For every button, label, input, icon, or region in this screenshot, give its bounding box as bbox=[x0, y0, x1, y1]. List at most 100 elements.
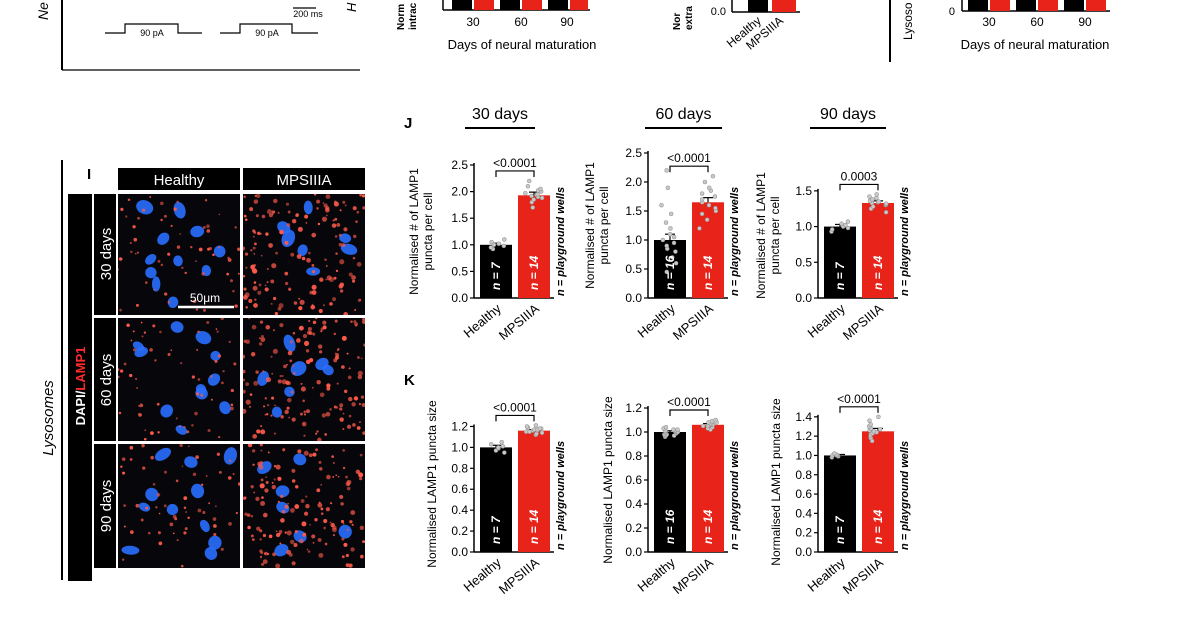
lamp1-punctum bbox=[358, 402, 362, 406]
lamp1-punctum bbox=[359, 477, 363, 481]
data-point bbox=[710, 173, 716, 179]
lamp1-punctum bbox=[303, 413, 307, 416]
lamp1-punctum bbox=[295, 485, 299, 489]
lamp1-punctum bbox=[212, 517, 217, 521]
data-point bbox=[704, 217, 710, 222]
top-chart3-tick: 90 bbox=[1078, 15, 1092, 29]
lamp1-punctum bbox=[218, 436, 221, 439]
nucleus bbox=[121, 545, 140, 555]
lamp1-punctum bbox=[261, 562, 265, 566]
nucleus bbox=[151, 276, 161, 292]
lamp1-punctum bbox=[352, 423, 356, 427]
y-tick-label: 0.0 bbox=[625, 545, 642, 559]
nucleus bbox=[219, 401, 231, 415]
y-axis-label: Normalised # of LAMP1 bbox=[754, 172, 768, 299]
lamp1-punctum bbox=[257, 290, 262, 295]
lamp1-punctum bbox=[321, 216, 328, 222]
lamp1-punctum bbox=[253, 303, 258, 308]
lamp1-punctum bbox=[316, 379, 321, 385]
lamp1-punctum bbox=[298, 297, 301, 300]
lamp1-punctum bbox=[304, 214, 309, 219]
lamp1-punctum bbox=[291, 219, 297, 224]
lamp1-punctum bbox=[123, 362, 127, 366]
data-point bbox=[845, 225, 851, 231]
lamp1-punctum bbox=[266, 281, 269, 284]
y-tick-label: 1.0 bbox=[625, 425, 642, 439]
lamp1-punctum bbox=[326, 383, 331, 388]
lamp1-punctum bbox=[310, 304, 316, 310]
data-point bbox=[839, 221, 844, 226]
lamp1-punctum bbox=[122, 471, 126, 475]
lamp1-punctum bbox=[260, 449, 263, 452]
p-value: 0.0003 bbox=[841, 169, 878, 183]
lamp1-punctum bbox=[359, 453, 363, 457]
lamp1-punctum bbox=[342, 522, 345, 525]
lamp1-punctum bbox=[325, 278, 327, 281]
lamp1-punctum bbox=[149, 195, 152, 198]
lamp1-punctum bbox=[255, 496, 260, 501]
lamp1-punctum bbox=[261, 496, 264, 499]
micrograph-mpsiiia-1 bbox=[243, 194, 365, 315]
lamp1-punctum bbox=[234, 226, 237, 229]
data-point bbox=[671, 427, 676, 432]
data-point bbox=[876, 199, 882, 204]
y-tick-label: 0.4 bbox=[795, 506, 812, 520]
lamp1-punctum bbox=[260, 478, 264, 482]
lamp1-punctum bbox=[362, 540, 365, 544]
top-chart3-bar bbox=[1038, 0, 1058, 11]
data-point bbox=[874, 192, 879, 197]
lamp1-punctum bbox=[216, 330, 219, 333]
y-tick-label: 1.0 bbox=[451, 238, 468, 252]
lamp1-punctum bbox=[252, 285, 258, 291]
lamp1-punctum bbox=[351, 402, 356, 407]
lamp1-punctum bbox=[328, 276, 335, 282]
current-label-2: 90 pA bbox=[255, 28, 279, 38]
lamp1-punctum bbox=[163, 504, 167, 508]
lamp1-punctum bbox=[253, 231, 257, 234]
data-point bbox=[877, 427, 883, 432]
lamp1-punctum bbox=[264, 413, 267, 416]
n-label: n = 14 bbox=[871, 255, 885, 290]
lamp1-punctum bbox=[314, 518, 318, 522]
lamp1-punctum bbox=[343, 389, 348, 394]
lamp1-punctum bbox=[340, 502, 344, 506]
lamp1-punctum bbox=[260, 337, 266, 342]
lamp1-punctum bbox=[335, 474, 338, 477]
top-chart1-bar bbox=[548, 0, 568, 10]
lamp1-punctum bbox=[230, 388, 234, 393]
nucleus bbox=[283, 334, 296, 352]
lamp1-punctum bbox=[256, 526, 261, 531]
lamp1-punctum bbox=[359, 194, 363, 197]
col-header-healthy-label: Healthy bbox=[154, 172, 205, 189]
lamp1-punctum bbox=[209, 375, 213, 378]
lamp1-punctum bbox=[270, 302, 273, 305]
data-point bbox=[496, 445, 501, 450]
significance-bracket bbox=[839, 183, 879, 191]
data-point bbox=[664, 269, 670, 275]
n-note: n = playground wells bbox=[899, 441, 911, 550]
y-tick-label: 0.5 bbox=[625, 262, 642, 276]
lamp1-punctum bbox=[303, 410, 307, 414]
lamp1-punctum bbox=[178, 425, 182, 428]
lamp1-punctum bbox=[289, 340, 293, 344]
lamp1-punctum bbox=[334, 355, 339, 360]
lamp1-punctum bbox=[303, 340, 310, 346]
lamp1-punctum bbox=[160, 201, 164, 206]
data-point bbox=[502, 450, 507, 455]
lamp1-punctum bbox=[254, 242, 257, 246]
lamp1-punctum bbox=[315, 432, 318, 435]
lamp1-punctum bbox=[275, 464, 281, 470]
lamp1-punctum bbox=[323, 526, 327, 530]
y-tick-label: 2.5 bbox=[451, 158, 468, 172]
lamp1-punctum bbox=[272, 552, 276, 557]
lamp1-punctum bbox=[250, 534, 254, 538]
lamp1-punctum bbox=[305, 495, 308, 498]
lamp1-punctum bbox=[249, 207, 254, 212]
lamp1-punctum bbox=[267, 451, 270, 454]
lamp1-punctum bbox=[320, 330, 323, 333]
y-tick-label: 1.0 bbox=[625, 233, 642, 247]
lamp1-punctum bbox=[322, 325, 327, 330]
top-chart1-bar bbox=[474, 0, 494, 10]
top-chart3-ylabel: Lysoso bbox=[901, 2, 915, 40]
row-label-60: 60 days bbox=[98, 354, 115, 407]
